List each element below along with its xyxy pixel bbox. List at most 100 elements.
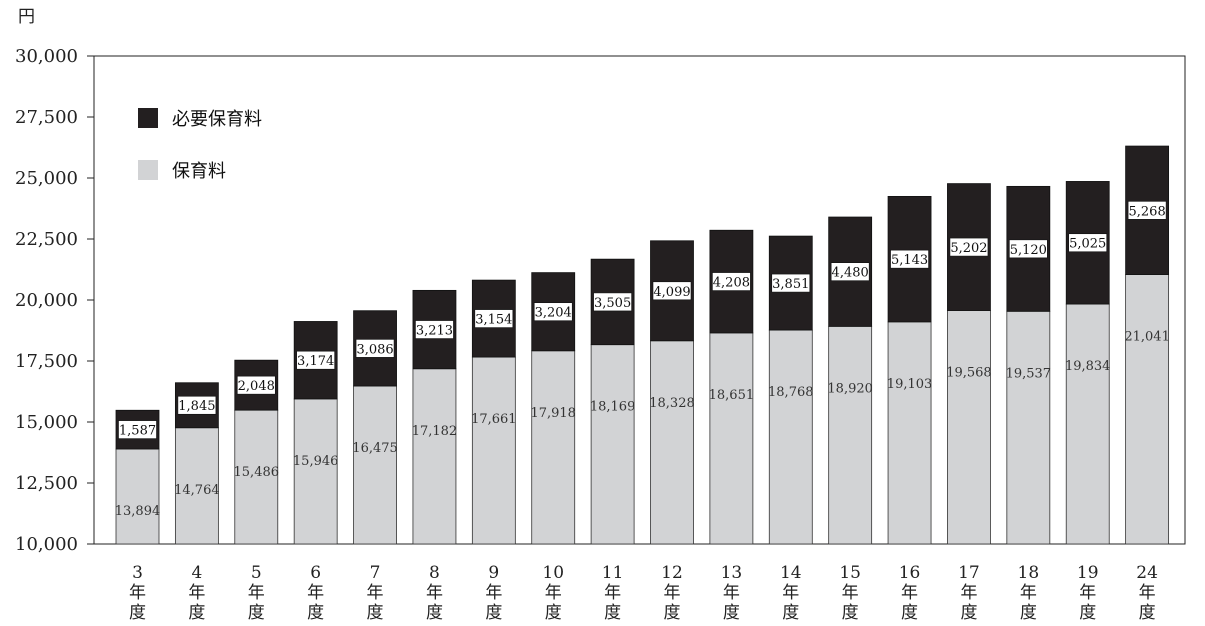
y-tick-label: 20,000 xyxy=(15,290,78,311)
data-label-box xyxy=(236,375,276,395)
x-tick-label: 年 xyxy=(664,583,681,603)
data-label-hoikuryo: 17,182 xyxy=(412,424,458,439)
data-label-hitsuyo-hoikuryo: 2,048 xyxy=(238,379,275,394)
x-tick-label: 度 xyxy=(604,603,621,623)
data-label-hoikuryo: 19,834 xyxy=(1065,359,1111,374)
bar-hoikuryo xyxy=(768,329,813,545)
x-tick-label: 度 xyxy=(545,603,562,623)
data-label-box xyxy=(1068,233,1108,253)
x-axis: 3年度4年度5年度6年度7年度8年度9年度10年度11年度12年度13年度14年… xyxy=(129,563,1158,623)
data-label-box xyxy=(118,420,157,439)
data-label-box xyxy=(949,237,989,257)
y-tick-label: 25,000 xyxy=(15,168,78,189)
x-tick-label: 17 xyxy=(958,563,980,583)
data-label-box xyxy=(652,281,692,301)
x-tick-label: 年 xyxy=(426,583,443,603)
bar-hoikuryo xyxy=(709,332,754,545)
data-label-hoikuryo: 19,103 xyxy=(887,377,933,392)
x-tick-label: 4 xyxy=(191,563,202,583)
x-tick-label: 年 xyxy=(604,583,621,603)
data-label-hoikuryo: 19,537 xyxy=(1006,366,1052,381)
x-tick-label: 13 xyxy=(721,563,743,583)
data-label-hoikuryo: 16,475 xyxy=(352,441,398,456)
x-tick-label: 度 xyxy=(901,603,918,623)
data-label-hitsuyo-hoikuryo: 5,120 xyxy=(1010,243,1047,258)
bar-hoikuryo xyxy=(531,350,576,545)
bar-hoikuryo xyxy=(1065,303,1110,545)
bar-hoikuryo xyxy=(353,385,397,545)
x-tick-label: 16 xyxy=(899,563,921,583)
x-tick-label: 年 xyxy=(1139,583,1156,603)
x-tick-label: 年 xyxy=(960,583,977,603)
data-label-hitsuyo-hoikuryo: 3,213 xyxy=(416,324,453,339)
data-label-box xyxy=(355,339,395,358)
data-label-hoikuryo: 15,946 xyxy=(293,454,339,469)
x-tick-label: 7 xyxy=(370,563,381,583)
x-tick-label: 14 xyxy=(780,563,802,583)
x-tick-label: 度 xyxy=(664,603,681,623)
x-tick-label: 8 xyxy=(429,563,440,583)
bar-hoikuryo xyxy=(1125,274,1170,545)
x-tick-label: 11 xyxy=(602,563,624,583)
data-label-box xyxy=(593,292,632,312)
legend-label: 必要保育料 xyxy=(172,109,262,130)
x-tick-label: 年 xyxy=(842,583,859,603)
data-label-hitsuyo-hoikuryo: 3,086 xyxy=(356,342,393,357)
data-label-box xyxy=(712,272,751,291)
data-label-box xyxy=(177,395,217,415)
x-tick-label: 度 xyxy=(1020,603,1037,623)
y-tick-label: 12,500 xyxy=(15,473,78,494)
data-label-box xyxy=(890,249,929,269)
data-label-hoikuryo: 18,920 xyxy=(827,381,873,396)
data-label-hitsuyo-hoikuryo: 1,845 xyxy=(178,399,215,414)
x-tick-label: 年 xyxy=(248,583,265,603)
x-tick-label: 12 xyxy=(661,563,683,583)
data-label-hoikuryo: 17,661 xyxy=(471,412,517,427)
bar-hoikuryo xyxy=(947,310,991,545)
x-tick-label: 年 xyxy=(307,583,324,603)
data-label-hitsuyo-hoikuryo: 5,143 xyxy=(891,253,928,268)
bar-hoikuryo xyxy=(234,409,279,545)
x-tick-label: 9 xyxy=(488,563,499,583)
data-label-box xyxy=(474,309,514,328)
data-label-hitsuyo-hoikuryo: 1,587 xyxy=(119,424,156,439)
x-tick-label: 年 xyxy=(545,583,562,603)
y-tick-label: 17,500 xyxy=(15,351,78,372)
data-label-hoikuryo: 21,041 xyxy=(1124,330,1170,345)
bar-hoikuryo xyxy=(828,325,873,545)
data-label-box xyxy=(1127,201,1167,220)
data-label-hoikuryo: 19,568 xyxy=(946,366,992,381)
legend-label: 保育料 xyxy=(172,161,226,182)
data-label-box xyxy=(1009,239,1048,259)
x-tick-label: 度 xyxy=(188,603,205,623)
data-label-hoikuryo: 17,918 xyxy=(530,406,576,421)
data-label-hoikuryo: 14,764 xyxy=(174,483,220,498)
x-tick-label: 24 xyxy=(1136,563,1158,583)
bar-hoikuryo xyxy=(115,448,160,545)
x-tick-label: 15 xyxy=(839,563,861,583)
bar-hoikuryo xyxy=(590,344,635,545)
x-tick-label: 年 xyxy=(782,583,799,603)
x-tick-label: 度 xyxy=(782,603,799,623)
data-label-hitsuyo-hoikuryo: 3,851 xyxy=(772,277,809,292)
y-tick-label: 10,000 xyxy=(15,534,78,555)
data-label-box xyxy=(771,273,811,293)
x-tick-label: 3 xyxy=(132,563,143,583)
x-tick-label: 度 xyxy=(129,603,146,623)
bar-hoikuryo xyxy=(293,398,338,545)
x-tick-label: 19 xyxy=(1077,563,1099,583)
x-tick-label: 18 xyxy=(1018,563,1040,583)
data-label-hoikuryo: 18,651 xyxy=(709,388,755,403)
x-tick-label: 年 xyxy=(1020,583,1037,603)
x-tick-label: 度 xyxy=(723,603,740,623)
data-label-hitsuyo-hoikuryo: 5,268 xyxy=(1129,204,1166,219)
data-label-hitsuyo-hoikuryo: 3,154 xyxy=(475,313,512,328)
x-tick-label: 度 xyxy=(1139,603,1156,623)
legend-swatch xyxy=(138,108,158,128)
x-tick-label: 年 xyxy=(367,583,384,603)
bar-hoikuryo xyxy=(650,340,694,545)
data-label-hitsuyo-hoikuryo: 4,208 xyxy=(713,276,750,291)
data-label-hitsuyo-hoikuryo: 3,505 xyxy=(594,296,631,311)
